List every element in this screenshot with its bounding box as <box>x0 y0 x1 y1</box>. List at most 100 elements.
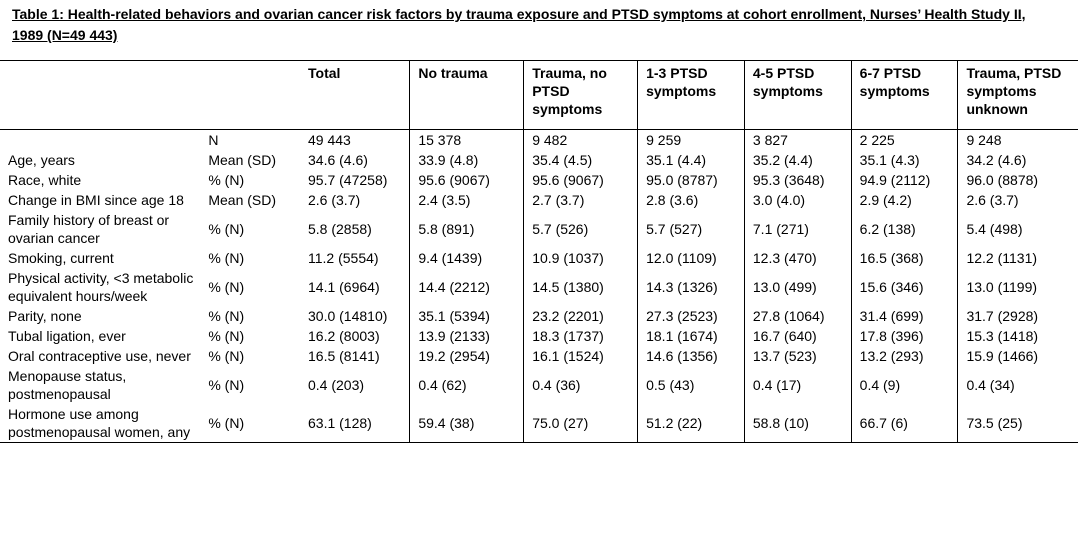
table-cell: 14.5 (1380) <box>523 268 638 306</box>
table-cell: 9 248 <box>957 129 1078 150</box>
table-cell: 59.4 (38) <box>409 404 524 443</box>
table-cell: 16.2 (8003) <box>308 328 380 344</box>
header-row: Total No trauma Trauma, no PTSD symptoms… <box>0 60 1078 130</box>
table-cell: 34.2 (4.6) <box>957 150 1078 170</box>
column-header: 6-7 PTSD symptoms <box>850 60 958 130</box>
table-cell: 11.2 (5554) <box>308 250 379 266</box>
row-label: Hormone use among postmenopausal women, … <box>0 404 201 443</box>
row-label: Smoking, current <box>8 250 114 266</box>
column-header: No trauma <box>409 60 524 130</box>
table-cell: 16.5 (368) <box>850 248 958 268</box>
table-cell: 0.4 (34) <box>957 366 1078 404</box>
table-cell: 2.6 (3.7) <box>308 192 361 208</box>
table-cell: 13.0 (1199) <box>957 268 1078 306</box>
row-statistic: % (N) <box>208 279 245 295</box>
table-cell: 94.9 (2112) <box>850 170 958 190</box>
column-header: Total <box>300 60 410 130</box>
table-cell: 58.8 (10) <box>743 404 852 443</box>
table-cell: 14.4 (2212) <box>409 268 524 306</box>
table-cell: 9 482 <box>523 129 638 150</box>
row-label <box>0 130 200 151</box>
row-statistic: % (N) <box>200 404 300 443</box>
row-statistic: % (N) <box>208 348 245 364</box>
row-statistic: % (N) <box>208 308 245 324</box>
row-label: Tubal ligation, ever <box>8 328 126 344</box>
table-cell: 9.4 (1439) <box>409 248 524 268</box>
table-cell: 35.1 (4.4) <box>637 150 745 170</box>
table-cell: 2.9 (4.2) <box>850 190 958 210</box>
table-cell: 14.6 (1356) <box>637 346 745 366</box>
table-cell: 2.7 (3.7) <box>523 190 638 210</box>
table-cell: 95.0 (8787) <box>637 170 745 190</box>
table-cell: 75.0 (27) <box>523 404 638 443</box>
table-cell: 96.0 (8878) <box>957 170 1078 190</box>
table-cell: 51.2 (22) <box>637 404 745 443</box>
column-header: 4-5 PTSD symptoms <box>743 60 852 130</box>
table-cell: 95.7 (47258) <box>308 172 388 188</box>
table-row: Change in BMI since age 18 Mean (SD) 2.6 (… <box>0 190 1078 210</box>
row-label: Change in BMI since age 18 <box>8 192 184 208</box>
table-cell: 27.8 (1064) <box>743 306 852 326</box>
table-cell: 13.2 (293) <box>850 346 958 366</box>
table-cell: 5.7 (526) <box>523 210 638 248</box>
table-cell: 31.7 (2928) <box>957 306 1078 326</box>
row-label: Age, years <box>8 152 75 168</box>
table-cell: 18.1 (1674) <box>637 326 745 346</box>
table-cell: 5.7 (527) <box>637 210 745 248</box>
table-cell: 13.9 (2133) <box>409 326 524 346</box>
data-table: Total No trauma Trauma, no PTSD symptoms… <box>0 60 1078 443</box>
table-cell: 12.2 (1131) <box>957 248 1078 268</box>
table-cell: 27.3 (2523) <box>637 306 745 326</box>
row-statistic: N <box>208 132 219 148</box>
table-cell: 18.3 (1737) <box>523 326 638 346</box>
table-cell: 2.4 (3.5) <box>409 190 524 210</box>
table-cell: 14.3 (1326) <box>637 268 745 306</box>
column-header <box>200 60 300 130</box>
table-cell: 33.9 (4.8) <box>409 150 524 170</box>
table-cell: 0.4 (36) <box>523 366 638 404</box>
table-row: Physical activity, <3 metabolic equivale… <box>0 268 1078 306</box>
table-row: Hormone use among postmenopausal women, … <box>0 404 1078 443</box>
row-statistic: % (N) <box>208 328 245 344</box>
table-cell: 14.1 (6964) <box>308 279 380 295</box>
table-cell: 66.7 (6) <box>850 404 958 443</box>
table-row: Menopause status, postmenopausal % (N) 0.4… <box>0 366 1078 404</box>
table-cell: 19.2 (2954) <box>409 346 524 366</box>
table-cell: 10.9 (1037) <box>523 248 638 268</box>
table-cell: 2.8 (3.6) <box>637 190 745 210</box>
table-row: Tubal ligation, ever % (N) 16.2 (8003) 13.9… <box>0 326 1078 346</box>
table-cell: 0.4 (17) <box>743 366 852 404</box>
table-cell: 35.1 (5394) <box>409 306 524 326</box>
table-cell: 3 827 <box>743 129 852 150</box>
table-cell: 6.2 (138) <box>850 210 958 248</box>
table-cell: 16.7 (640) <box>743 326 852 346</box>
table-cell: 35.4 (4.5) <box>523 150 638 170</box>
row-statistic: Mean (SD) <box>208 152 277 168</box>
table-cell: 23.2 (2201) <box>523 306 638 326</box>
table-cell: 35.2 (4.4) <box>743 150 852 170</box>
table-cell: 31.4 (699) <box>850 306 958 326</box>
row-label: Menopause status, postmenopausal <box>8 368 127 402</box>
row-label: Oral contraceptive use, never <box>8 348 191 364</box>
table-row: Family history of breast or ovarian canc… <box>0 210 1078 248</box>
table-cell: 16.1 (1524) <box>523 346 638 366</box>
table-cell: 7.1 (271) <box>743 210 852 248</box>
row-statistic: % (N) <box>208 172 245 188</box>
column-header: Trauma, no PTSD symptoms <box>523 60 638 130</box>
table-cell: 73.5 (25) <box>957 404 1078 443</box>
table-cell: 15.9 (1466) <box>957 346 1078 366</box>
table-cell: 49 443 <box>308 132 351 148</box>
table-cell: 12.3 (470) <box>743 248 852 268</box>
row-statistic: % (N) <box>208 377 245 393</box>
table-cell: 2 225 <box>850 129 958 150</box>
table-row: Smoking, current % (N) 11.2 (5554) 9.4 (143… <box>0 248 1078 268</box>
column-header: Trauma, PTSD symptoms unknown <box>957 60 1078 130</box>
table-cell: 0.5 (43) <box>637 366 745 404</box>
table-cell: 5.4 (498) <box>957 210 1078 248</box>
table-caption: Table 1: Health-related behaviors and ov… <box>12 6 1026 43</box>
row-label: Race, white <box>8 172 82 188</box>
table-row: N 49 443 15 378 9 482 9 259 3 827 2 225 9 248 <box>0 129 1078 151</box>
column-header: 1-3 PTSD symptoms <box>637 60 745 130</box>
table-row: Oral contraceptive use, never % (N) 16.5 (… <box>0 346 1078 366</box>
